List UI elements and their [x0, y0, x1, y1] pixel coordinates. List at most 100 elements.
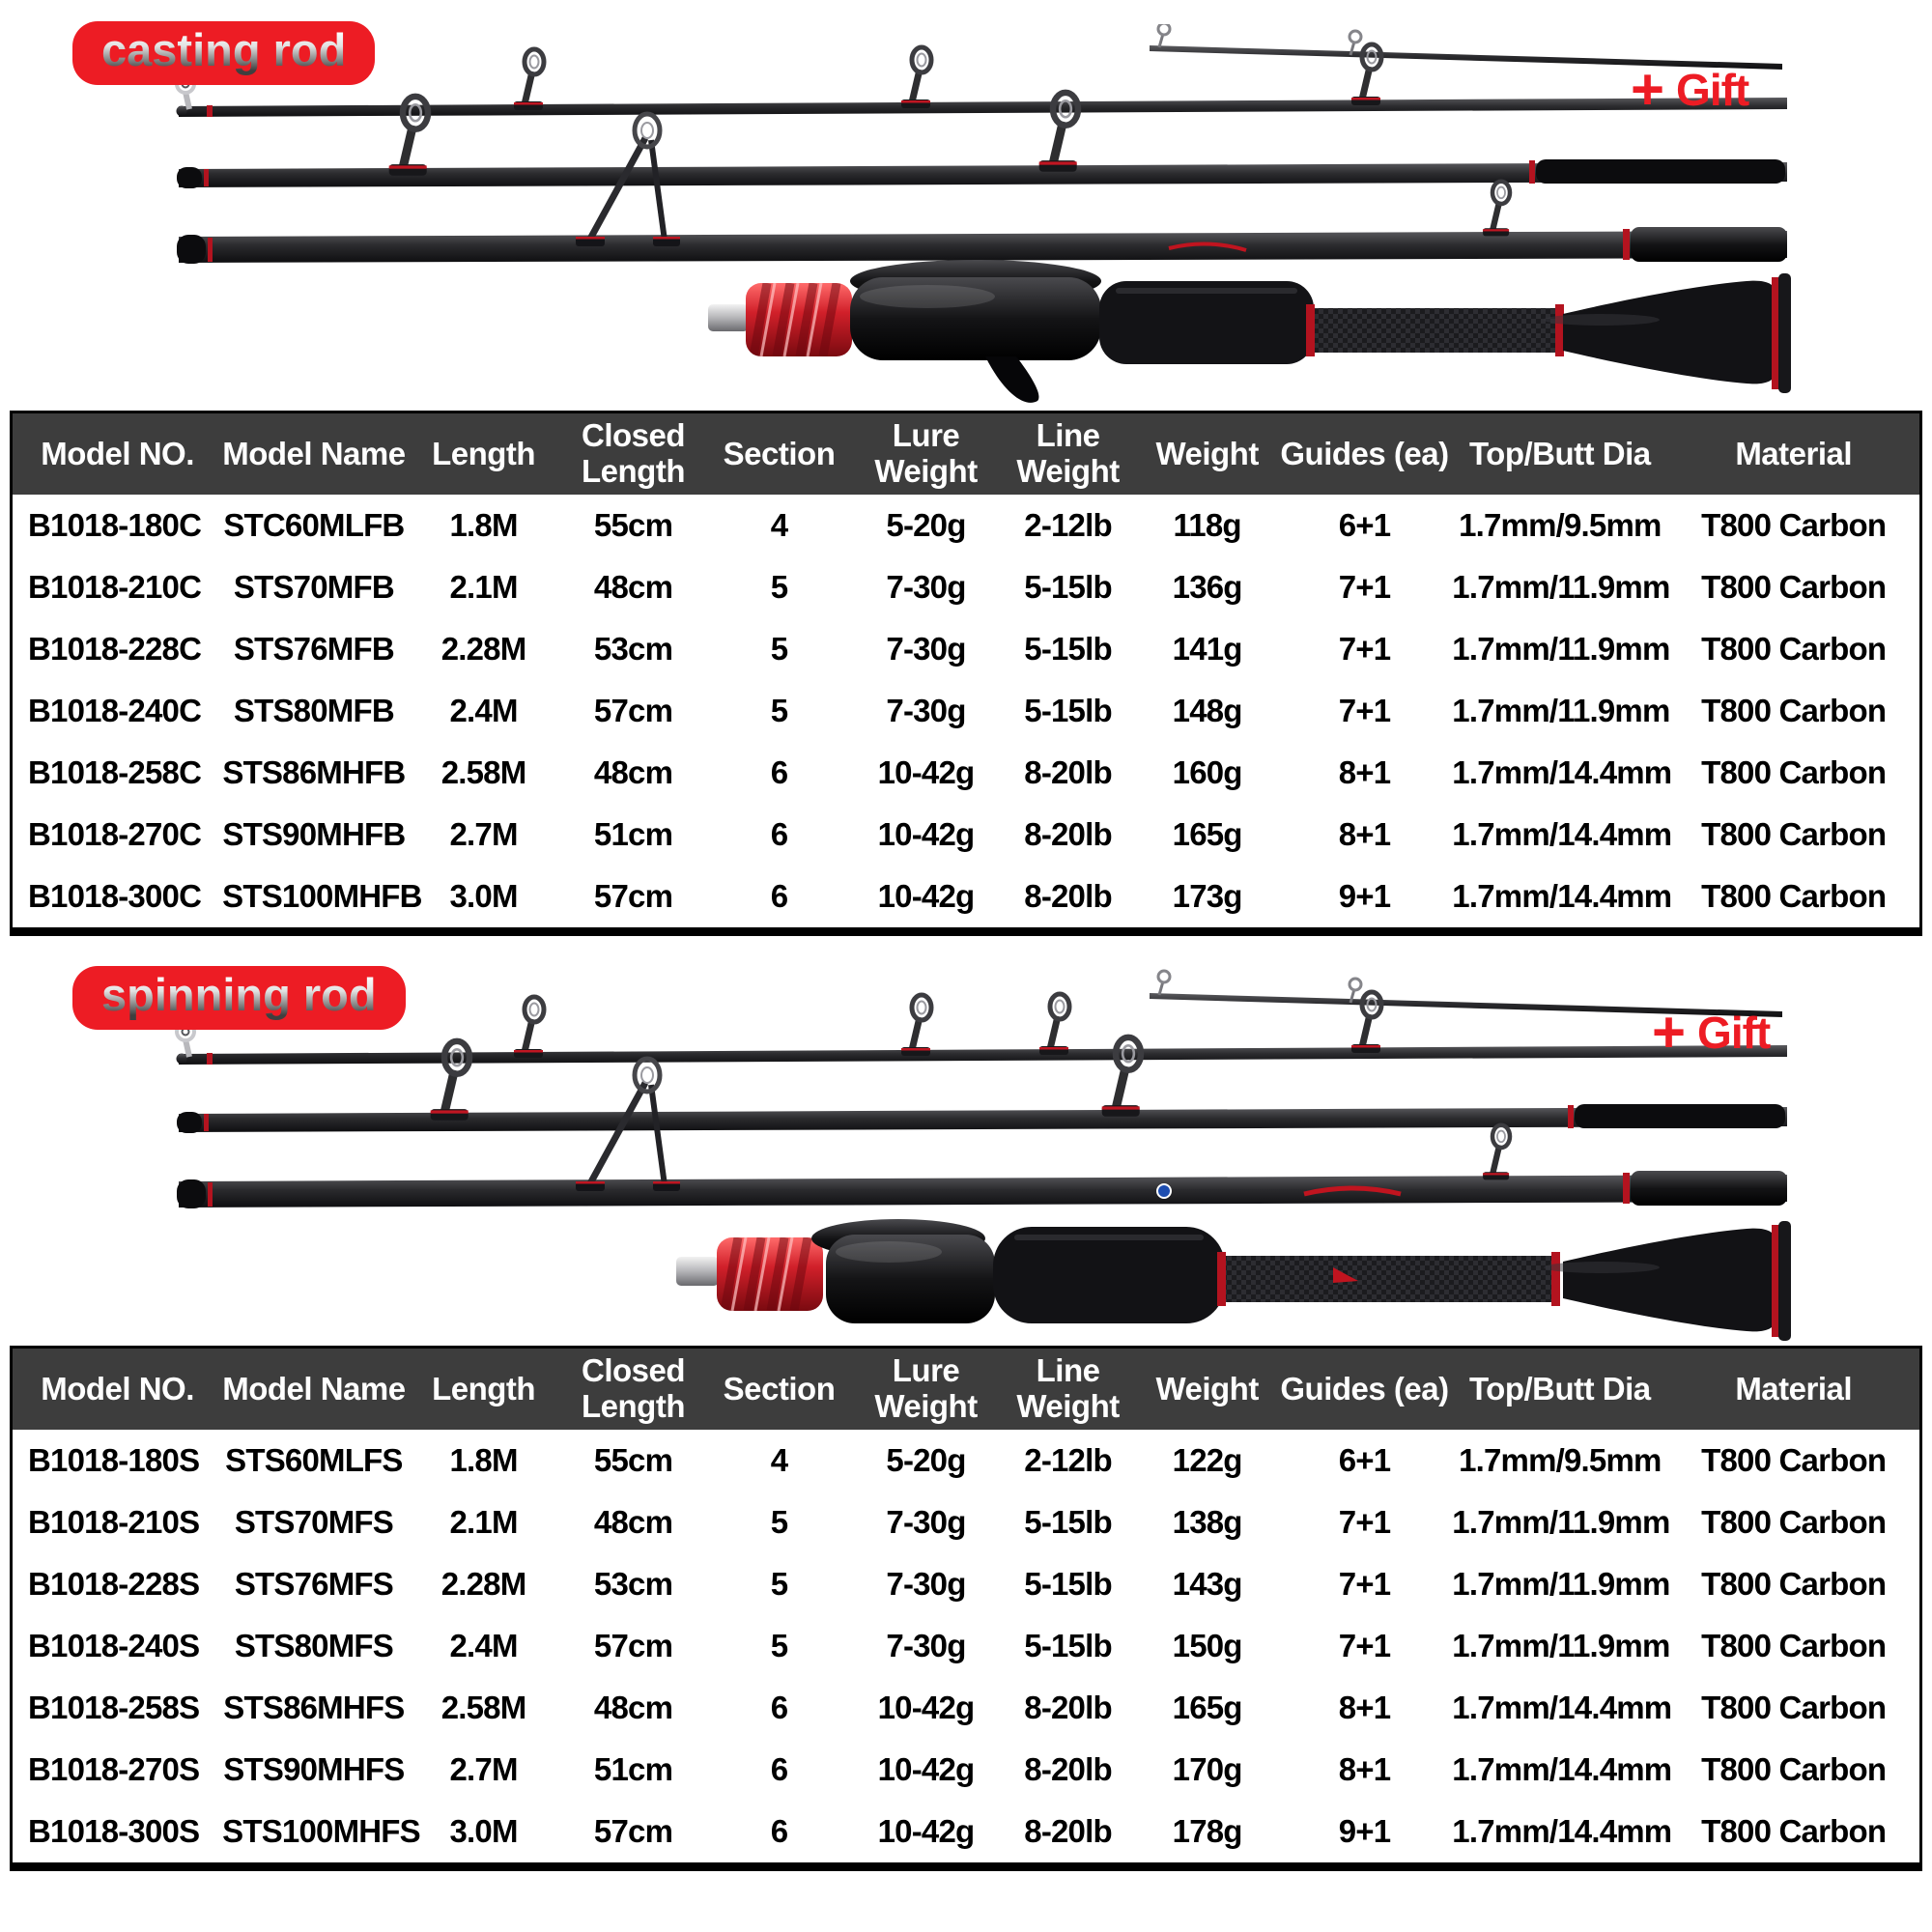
column-header: Length — [405, 1347, 562, 1430]
table-cell: 165g — [1172, 1690, 1243, 1725]
column-header: Section — [704, 1347, 854, 1430]
table-cell: 53cm — [593, 631, 673, 667]
table-cell: 6 — [770, 1690, 788, 1725]
table-cell: STS60MLFS — [225, 1442, 403, 1478]
table-cell: 4 — [770, 507, 788, 543]
table-cell: 7+1 — [1338, 631, 1391, 667]
table-cell: B1018-300C — [28, 878, 202, 914]
table-cell: 5 — [770, 1628, 788, 1663]
table-cell: 10-42g — [877, 816, 976, 852]
table-cell: 2.1M — [449, 1504, 518, 1540]
table-cell: T800 Carbon — [1701, 507, 1887, 543]
table-cell: 57cm — [593, 1813, 673, 1849]
table-cell: 1.7mm/11.9mm — [1452, 1628, 1670, 1663]
table-cell: 1.7mm/14.4mm — [1452, 1751, 1672, 1787]
table-cell: 148g — [1172, 693, 1243, 728]
table-cell: T800 Carbon — [1701, 1504, 1887, 1540]
table-cell: 8-20lb — [1024, 1690, 1112, 1725]
casting-rod-badge-label: casting rod — [101, 24, 347, 75]
table-cell: 170g — [1172, 1751, 1243, 1787]
table-cell: 48cm — [593, 569, 673, 605]
table-cell: 55cm — [593, 1442, 673, 1478]
table-cell: 8+1 — [1338, 816, 1391, 852]
table-cell: 8-20lb — [1024, 1751, 1112, 1787]
table-cell: 53cm — [593, 1566, 673, 1602]
plus-icon: + — [1652, 1000, 1687, 1065]
table-cell: 5 — [770, 631, 788, 667]
table-cell: 5-15lb — [1024, 631, 1112, 667]
table-cell: B1018-300S — [28, 1813, 200, 1849]
table-cell: 10-42g — [877, 1813, 976, 1849]
table-cell: 8+1 — [1338, 1690, 1391, 1725]
table-cell: 6 — [770, 1751, 788, 1787]
table-cell: 5-15lb — [1024, 693, 1112, 728]
table-cell: 7-30g — [886, 569, 966, 605]
table-cell: B1018-180C — [28, 507, 202, 543]
table-cell: B1018-270C — [28, 816, 202, 852]
table-cell: B1018-228S — [28, 1566, 200, 1602]
spinning-rod-badge: spinning rod — [72, 966, 406, 1030]
header-row: Model NO. Model Name Length Closed Length Se… — [11, 412, 1921, 495]
column-header: Weight — [1137, 412, 1277, 495]
table-row: B1018-210S STS70MFS 2.1M 48cm 5 7-30g 5-15lb 13… — [12, 1492, 1921, 1553]
table-cell: 1.7mm/9.5mm — [1459, 507, 1662, 543]
table-row: B1018-258C STS86MHFB 2.58M 48cm 6 10-42g 8-20l… — [12, 742, 1921, 804]
table-cell: 5 — [770, 1566, 788, 1602]
table-cell: 1.8M — [449, 1442, 518, 1478]
table-cell: 173g — [1172, 878, 1243, 914]
table-cell: 5-20g — [886, 507, 966, 543]
table-cell: B1018-258C — [28, 754, 202, 790]
table-cell: 7+1 — [1338, 1504, 1391, 1540]
table-cell: 2.1M — [449, 569, 518, 605]
table-cell: 8-20lb — [1024, 1813, 1112, 1849]
table-cell: 1.7mm/9.5mm — [1459, 1442, 1662, 1478]
table-row: B1018-270S STS90MHFS 2.7M 51cm 6 10-42g 8-20lb… — [12, 1739, 1921, 1801]
table-cell: 2.28M — [440, 1566, 527, 1602]
table-cell: 160g — [1172, 754, 1243, 790]
table-cell: 9+1 — [1338, 878, 1391, 914]
table-cell: 2-12lb — [1024, 507, 1112, 543]
table-cell: T800 Carbon — [1701, 816, 1887, 852]
table-cell: 6+1 — [1338, 1442, 1391, 1478]
table-cell: 57cm — [593, 693, 673, 728]
table-cell: STS76MFS — [234, 1566, 394, 1602]
table-cell: 1.7mm/11.9mm — [1452, 1566, 1670, 1602]
table-cell: 6 — [770, 816, 788, 852]
column-header: Lure Weight — [853, 412, 999, 495]
table-cell: 6 — [770, 754, 788, 790]
spinning-specs-table: Model NO. Model Name Length Closed Length Se… — [10, 1346, 1922, 1871]
table-cell: B1018-270S — [28, 1751, 200, 1787]
table-cell: 1.7mm/11.9mm — [1452, 569, 1670, 605]
table-cell: 5 — [770, 569, 788, 605]
column-header: Section — [704, 412, 854, 495]
table-cell: 5 — [770, 1504, 788, 1540]
table-cell: 6 — [770, 1813, 788, 1849]
table-cell: STC60MLFB — [223, 507, 405, 543]
column-header: Top/Butt Dia — [1452, 412, 1668, 495]
table-cell: T800 Carbon — [1701, 1751, 1887, 1787]
table-cell: 6 — [770, 878, 788, 914]
column-header: Material — [1667, 1347, 1921, 1430]
table-cell: T800 Carbon — [1701, 569, 1887, 605]
column-header: Lure Weight — [853, 1347, 999, 1430]
table-cell: 10-42g — [877, 878, 976, 914]
spinning-rod-image — [0, 969, 1791, 1341]
table-cell: 7+1 — [1338, 1566, 1391, 1602]
table-cell: B1018-258S — [28, 1690, 200, 1725]
table-row: B1018-228S STS76MFS 2.28M 53cm 5 7-30g 5-15lb 1… — [12, 1553, 1921, 1615]
table-cell: 8+1 — [1338, 1751, 1391, 1787]
column-header: Length — [405, 412, 562, 495]
table-cell: 136g — [1172, 569, 1243, 605]
gift-text: Gift — [1697, 1008, 1771, 1058]
table-cell: 57cm — [593, 1628, 673, 1663]
table-cell: 2.4M — [449, 1628, 518, 1663]
table-cell: 165g — [1172, 816, 1243, 852]
table-cell: B1018-228C — [28, 631, 202, 667]
table-cell: 2.28M — [440, 631, 527, 667]
table-cell: 7-30g — [886, 1504, 966, 1540]
table-cell: 7+1 — [1338, 569, 1391, 605]
table-cell: 48cm — [593, 1690, 673, 1725]
table-cell: 122g — [1172, 1442, 1243, 1478]
table-cell: 2.4M — [449, 693, 518, 728]
table-row: B1018-240S STS80MFS 2.4M 57cm 5 7-30g 5-15lb 15… — [12, 1615, 1921, 1677]
